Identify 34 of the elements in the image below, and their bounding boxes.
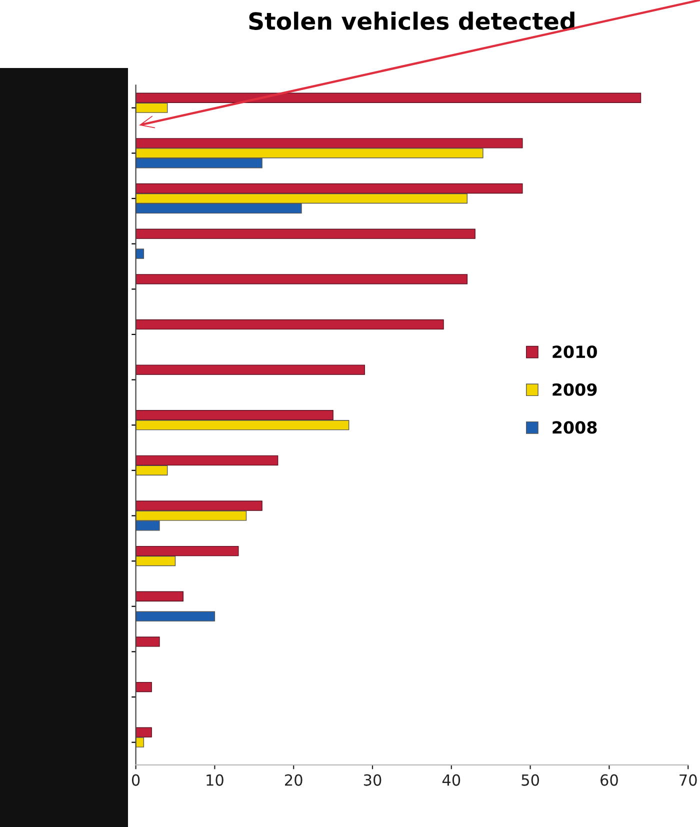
bar (136, 611, 216, 622)
x-tick-label: 70 (680, 774, 697, 786)
x-tick-label: 30 (364, 774, 382, 786)
legend-label: 2010 (552, 346, 597, 358)
bar (136, 274, 468, 284)
bar (136, 636, 160, 647)
bar (136, 500, 262, 511)
bar (136, 727, 152, 738)
x-tick-label: 40 (442, 774, 460, 786)
bar (136, 364, 365, 375)
x-tick-label: 50 (522, 774, 540, 786)
bar (136, 138, 523, 148)
legend-label: 2008 (552, 421, 597, 434)
bar (136, 591, 184, 602)
bar (136, 410, 334, 420)
x-tick-label: 10 (206, 774, 224, 786)
x-tick-label: 20 (285, 774, 302, 786)
bar (136, 248, 144, 259)
bar (136, 556, 176, 566)
chart-title: Stolen vehicles detected (249, 12, 574, 30)
legend-label: 2009 (552, 383, 597, 396)
bar (136, 465, 168, 476)
bar (136, 682, 152, 692)
bar (136, 102, 168, 113)
bar (136, 455, 278, 466)
bar (136, 183, 523, 194)
bar (136, 420, 350, 430)
x-tick-label: 0 (132, 774, 140, 786)
x-tick-label: 60 (600, 774, 618, 786)
bar (136, 319, 444, 330)
bar (136, 546, 239, 556)
bar (136, 92, 642, 103)
bar (136, 737, 144, 748)
bar (136, 228, 476, 239)
